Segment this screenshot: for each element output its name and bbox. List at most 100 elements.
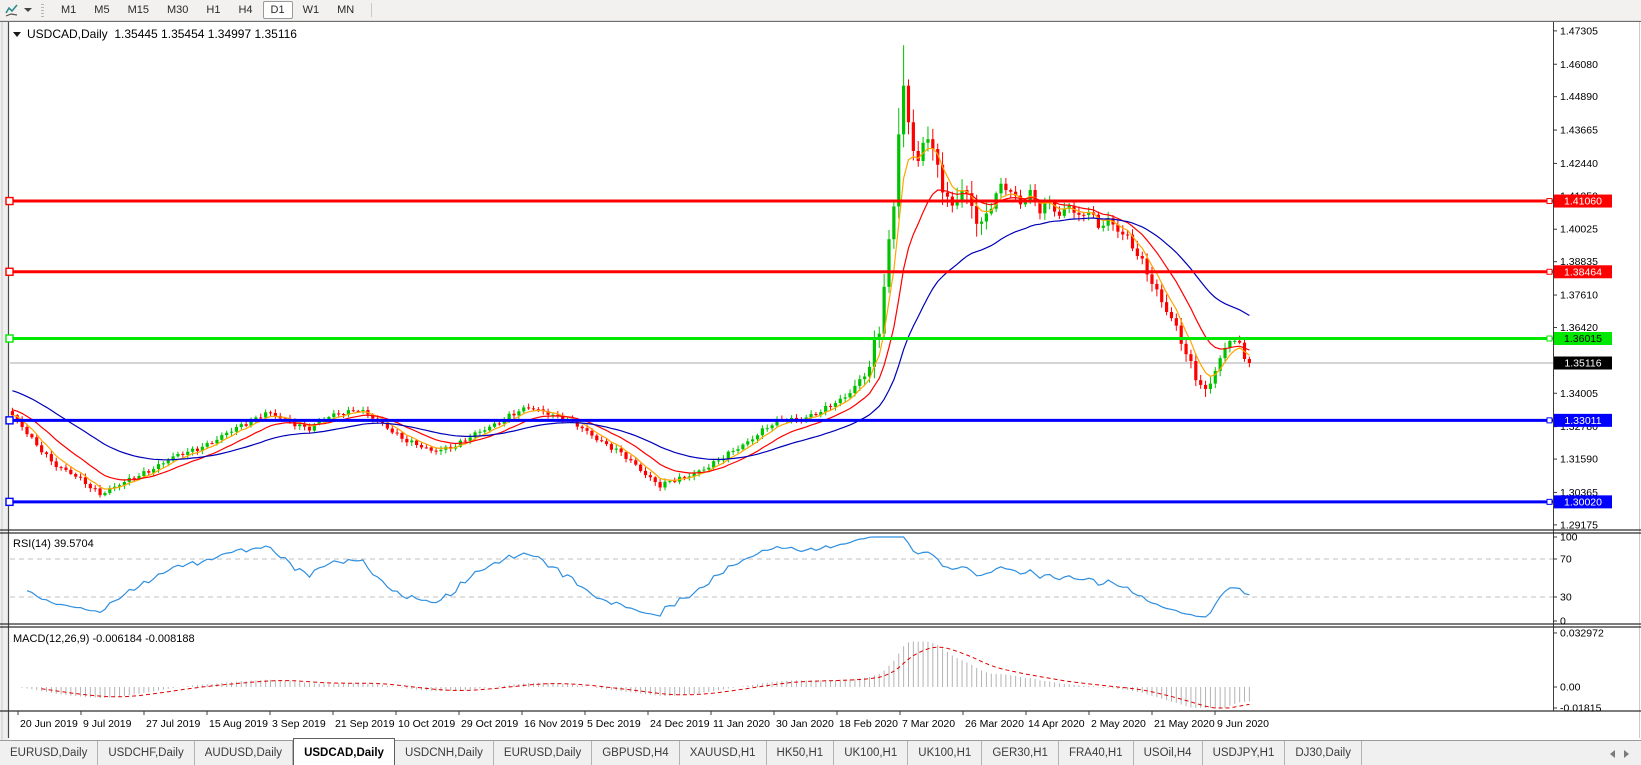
hline-resistance-2[interactable] (5, 267, 1553, 276)
macd-signal-line (41, 646, 1250, 709)
pane-separator-1[interactable] (0, 623, 1641, 628)
price-tick-label: 1.47305 (1560, 25, 1598, 37)
tab-uk100-h1-9[interactable]: UK100,H1 (834, 741, 909, 765)
hline-pivot-green[interactable] (5, 334, 1553, 343)
rsi-tick-label: 70 (1560, 554, 1572, 566)
tabs-scroll-left-icon[interactable] (1610, 749, 1615, 758)
price-tick-label: 1.38835 (1560, 256, 1598, 268)
macd-tick-label: -0.01815 (1560, 703, 1602, 715)
timeframe-button-m1[interactable]: M1 (61, 4, 77, 16)
chart-title: USDCAD,Daily 1.35445 1.35454 1.34997 1.3… (13, 27, 297, 41)
date-tick-label: 21 Sep 2019 (335, 718, 395, 730)
date-tick-label: 30 Jan 2020 (776, 718, 834, 730)
price-tick-label: 1.44890 (1560, 91, 1598, 103)
svg-text:1.30020: 1.30020 (1564, 496, 1602, 508)
axis-label-pivot-green: 1.36015 (1546, 332, 1612, 346)
tabs-scroll-controls (1610, 741, 1641, 765)
price-tick-label: 1.29175 (1560, 519, 1598, 531)
timeframe-button-h4[interactable]: H4 (238, 4, 253, 16)
hline-resistance-1[interactable] (5, 196, 1553, 206)
date-tick-label: 9 Jul 2019 (83, 718, 132, 730)
toolbar-grip[interactable] (41, 3, 44, 17)
price-tick-label: 1.40025 (1560, 224, 1598, 236)
tab-eurusd-daily-5[interactable]: EURUSD,Daily (494, 741, 593, 765)
macd-tick-label: 0.00 (1560, 682, 1581, 694)
tab-usdcnh-daily-4[interactable]: USDCNH,Daily (395, 741, 494, 765)
date-tick-label: 29 Oct 2019 (461, 718, 518, 730)
ma-fast-line (12, 147, 1250, 490)
symbol-dropdown-icon[interactable] (13, 31, 21, 37)
svg-text:1.33011: 1.33011 (1564, 415, 1601, 427)
svg-text:1.35116: 1.35116 (1564, 358, 1601, 370)
svg-text:1.36015: 1.36015 (1564, 333, 1602, 345)
timeframe-button-h1[interactable]: H1 (206, 4, 221, 16)
price-tick-label: 1.42440 (1560, 158, 1598, 170)
date-tick-label: 7 Mar 2020 (902, 718, 955, 730)
tab-dj30-daily-15[interactable]: DJ30,Daily (1285, 741, 1362, 765)
rsi-line (26, 536, 1250, 618)
date-tick-label: 24 Dec 2019 (650, 718, 710, 730)
macd-pane: 0.032972 0.00 -0.01815 (21, 627, 1604, 715)
timeframe-button-m5[interactable]: M5 (94, 4, 110, 16)
date-tick-label: 18 Feb 2020 (839, 718, 898, 730)
tab-uk100-h1-10[interactable]: UK100,H1 (908, 741, 983, 765)
date-tick-label: 9 Jun 2020 (1217, 718, 1269, 730)
date-tick-label: 14 Apr 2020 (1028, 718, 1085, 730)
tab-usdcad-daily-3[interactable]: USDCAD,Daily (293, 738, 395, 765)
date-tick-label: 16 Nov 2019 (524, 718, 584, 730)
chart-profile-icon[interactable] (4, 2, 20, 18)
rsi-pane: 100 70 30 0 (10, 532, 1578, 628)
date-tick-label: 11 Jan 2020 (713, 718, 770, 730)
tab-usoil-h4-13[interactable]: USOil,H4 (1134, 741, 1203, 765)
rsi-tick-label: 100 (1560, 532, 1578, 544)
tab-gbpusd-h4-6[interactable]: GBPUSD,H4 (592, 741, 680, 765)
rsi-tick-label: 30 (1560, 592, 1572, 604)
timeframe-button-m30[interactable]: M30 (166, 4, 189, 16)
tab-fra40-h1-12[interactable]: FRA40,H1 (1059, 741, 1134, 765)
tabs-scroll-right-icon[interactable] (1624, 749, 1629, 758)
price-tick-label: 1.31590 (1560, 454, 1598, 466)
time-axis: 20 Jun 2019 9 Jul 2019 27 Jul 2019 15 Aug 2… (17, 711, 1269, 730)
chart-tabs: EURUSD,Daily USDCHF,Daily AUDUSD,Daily USDC… (0, 738, 1362, 765)
rsi-indicator-label: RSI(14) 39.5704 (13, 538, 94, 550)
pane-separator-0[interactable] (0, 529, 1641, 534)
timeframe-button-d1[interactable]: D1 (262, 1, 293, 19)
timeframe-button-w1[interactable]: W1 (302, 4, 320, 16)
axis-label-current-price: 1.35116 (1554, 356, 1612, 370)
chevron-down-icon[interactable] (24, 8, 32, 12)
timeframe-buttons: M1 M5 M15 M30 H1 H4 D1 W1 MN (52, 1, 363, 19)
date-tick-label: 2 May 2020 (1091, 718, 1146, 730)
date-tick-label: 26 Mar 2020 (965, 718, 1024, 730)
date-tick-label: 5 Dec 2019 (587, 718, 641, 730)
tab-audusd-daily-2[interactable]: AUDUSD,Daily (195, 741, 294, 765)
tab-usdjpy-h1-14[interactable]: USDJPY,H1 (1203, 741, 1286, 765)
price-tick-label: 1.43665 (1560, 125, 1598, 137)
timeframe-toolbar: M1 M5 M15 M30 H1 H4 D1 W1 MN (0, 0, 1641, 21)
price-tick-label: 1.34005 (1560, 388, 1598, 400)
symbol-ohlc-text: USDCAD,Daily 1.35445 1.35454 1.34997 1.3… (27, 27, 297, 41)
tab-eurusd-daily-0[interactable]: EURUSD,Daily (0, 741, 99, 765)
svg-text:1.41060: 1.41060 (1564, 196, 1602, 208)
macd-indicator-label: MACD(12,26,9) -0.006184 -0.008188 (13, 633, 195, 645)
axis-label-support-1: 1.33011 (1546, 413, 1612, 427)
date-tick-label: 27 Jul 2019 (146, 718, 200, 730)
price-tick-label: 1.46080 (1560, 59, 1598, 71)
timeframe-button-mn[interactable]: MN (337, 4, 355, 16)
date-tick-label: 3 Sep 2019 (272, 718, 326, 730)
tab-ger30-h1-11[interactable]: GER30,H1 (982, 741, 1059, 765)
tab-usdchf-daily-1[interactable]: USDCHF,Daily (98, 741, 195, 765)
macd-tick-label: 0.032972 (1560, 627, 1604, 639)
axis-label-resistance-1: 1.41060 (1546, 194, 1612, 208)
date-tick-label: 21 May 2020 (1154, 718, 1215, 730)
tab-hk50-h1-8[interactable]: HK50,H1 (767, 741, 835, 765)
chart-tabs-bar: EURUSD,Daily USDCHF,Daily AUDUSD,Daily USDC… (0, 738, 1641, 765)
hline-support-1[interactable] (5, 416, 1553, 425)
candles-group (10, 45, 1251, 498)
tab-xauusd-h1-7[interactable]: XAUUSD,H1 (680, 741, 767, 765)
axis-label-resistance-2: 1.38464 (1546, 265, 1612, 279)
price-tick-label: 1.36420 (1560, 322, 1598, 334)
timeframe-button-m15[interactable]: M15 (127, 4, 149, 16)
hline-support-2[interactable] (5, 497, 1553, 507)
